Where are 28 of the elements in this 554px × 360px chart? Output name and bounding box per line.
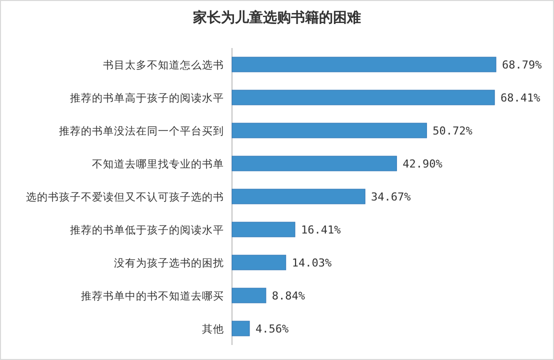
bar bbox=[232, 320, 250, 336]
data-label: 50.72% bbox=[432, 124, 473, 138]
bar bbox=[232, 122, 427, 138]
data-label: 8.84% bbox=[272, 290, 306, 302]
data-label: 68.79% bbox=[502, 58, 542, 72]
y-tick-label: 推荐的书单没法在同一个平台买到 bbox=[59, 124, 224, 138]
bar bbox=[232, 222, 296, 238]
bar bbox=[232, 254, 286, 270]
bar bbox=[232, 188, 366, 204]
data-label: 14.03% bbox=[292, 256, 332, 270]
data-label: 4.56% bbox=[256, 322, 289, 336]
bar bbox=[232, 56, 496, 72]
bar bbox=[232, 90, 495, 106]
chart-title: 家长为儿童选购书籍的困难 bbox=[192, 9, 361, 26]
y-tick-label: 推荐的书单低于孩子的阅读水平 bbox=[70, 224, 224, 236]
y-tick-label: 没有为孩子选书的困扰 bbox=[114, 256, 224, 270]
y-tick-label: 其他 bbox=[202, 322, 224, 336]
y-tick-label: 书目太多不知道怎么选书 bbox=[103, 58, 224, 72]
bar bbox=[232, 288, 266, 304]
data-label: 68.41% bbox=[500, 92, 541, 104]
y-tick-label: 选的书孩子不爱读但又不认可孩子选的书 bbox=[26, 190, 224, 204]
data-label: 42.90% bbox=[402, 158, 443, 170]
y-tick-label: 推荐的书单高于孩子的阅读水平 bbox=[70, 92, 224, 104]
data-label: 34.67% bbox=[371, 190, 412, 204]
y-tick-label: 推荐书单中的书不知道去哪买 bbox=[81, 290, 224, 302]
data-label: 16.41% bbox=[300, 224, 342, 236]
bar bbox=[232, 156, 397, 172]
y-tick-label: 不知道去哪里找专业的书单 bbox=[92, 158, 224, 170]
